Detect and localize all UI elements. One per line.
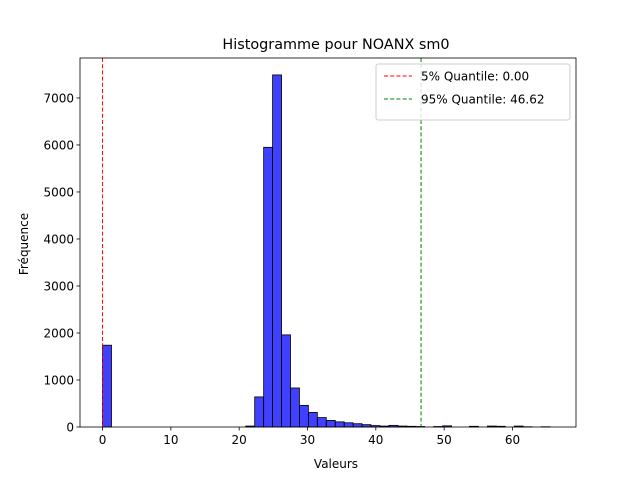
y-tick-label-4000: 4000 [43,232,74,246]
legend-label-1: 95% Quantile: 46.62 [421,92,544,106]
x-tick-label-10: 10 [163,433,178,447]
histogram-bar-6 [290,388,299,427]
y-tick-label-0: 0 [66,420,74,434]
legend-label-0: 5% Quantile: 0.00 [421,69,529,83]
y-tick-label-2000: 2000 [43,326,74,340]
histogram-bar-0 [103,345,112,427]
y-axis-label: Fréquence [17,213,31,275]
x-tick-label-20: 20 [232,433,247,447]
chart-title: Histogramme pour NOANX sm0 [222,37,449,53]
y-tick-label-1000: 1000 [43,373,74,387]
x-axis-label: Valeurs [314,457,358,471]
histogram-bar-3 [264,147,273,427]
histogram-bar-11 [335,422,344,427]
histogram-bar-13 [353,424,362,427]
y-tick-label-3000: 3000 [43,279,74,293]
legend: 5% Quantile: 0.00 95% Quantile: 46.62 [376,64,570,120]
x-tick-label-60: 60 [505,433,520,447]
y-tick-label-6000: 6000 [43,138,74,152]
x-tick-label-50: 50 [437,433,452,447]
histogram-bar-12 [344,423,353,427]
histogram-bar-2 [255,397,264,427]
y-tick-label-7000: 7000 [43,91,74,105]
x-tick-label-0: 0 [99,433,107,447]
histogram-bar-10 [326,420,335,427]
histogram-bar-9 [317,418,326,427]
histogram-bar-8 [308,412,317,427]
histogram-bar-4 [273,75,282,427]
x-tick-label-30: 30 [300,433,315,447]
histogram-bar-5 [282,335,291,427]
x-tick-label-40: 40 [368,433,383,447]
histogram-bar-7 [299,405,308,427]
y-tick-label-5000: 5000 [43,185,74,199]
